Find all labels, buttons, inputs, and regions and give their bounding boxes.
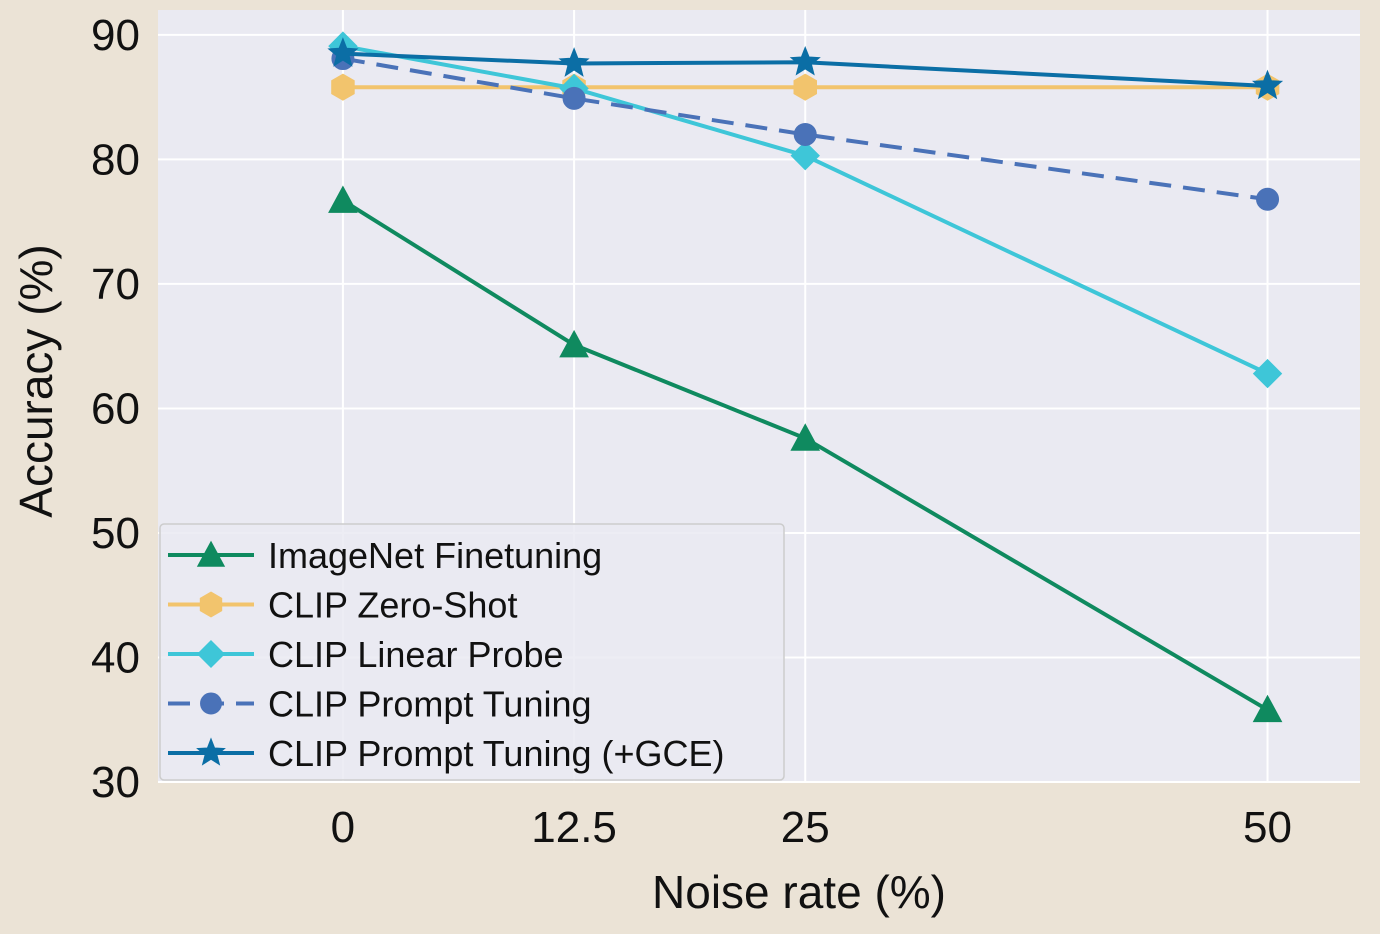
x-tick-label: 50 bbox=[1243, 803, 1292, 852]
y-tick-label: 60 bbox=[91, 384, 140, 433]
data-point bbox=[793, 73, 817, 101]
series-line bbox=[342, 56, 1268, 202]
legend-label: CLIP Linear Probe bbox=[268, 634, 564, 675]
y-tick-label: 30 bbox=[91, 758, 140, 807]
data-point bbox=[331, 73, 355, 101]
data-point bbox=[327, 37, 359, 67]
legend-item: CLIP Zero-Shot bbox=[168, 585, 517, 626]
data-point bbox=[328, 185, 358, 213]
x-axis-ticks: 0 12.5 25 50 bbox=[331, 803, 1292, 852]
y-axis-ticks: 30 40 50 60 70 80 90 bbox=[91, 11, 140, 807]
legend-marker bbox=[199, 591, 223, 618]
data-point bbox=[1252, 694, 1283, 723]
legend-item: CLIP Prompt Tuning (+GCE) bbox=[168, 733, 725, 774]
legend-marker bbox=[200, 692, 222, 715]
legend-item: CLIP Linear Probe bbox=[168, 634, 564, 675]
data-point bbox=[790, 140, 820, 171]
y-tick-label: 70 bbox=[91, 260, 140, 309]
x-axis-label: Noise rate (%) bbox=[652, 866, 946, 918]
series-4 bbox=[327, 37, 1284, 100]
y-tick-label: 80 bbox=[91, 135, 140, 184]
series-0 bbox=[328, 185, 1283, 723]
y-tick-label: 40 bbox=[91, 633, 140, 682]
x-tick-label: 12.5 bbox=[531, 803, 617, 852]
legend-label: CLIP Prompt Tuning (+GCE) bbox=[268, 733, 725, 774]
legend-marker bbox=[196, 540, 226, 567]
legend-item: CLIP Prompt Tuning bbox=[168, 684, 592, 725]
x-tick-label: 0 bbox=[331, 803, 355, 852]
y-tick-label: 50 bbox=[91, 509, 140, 558]
data-point bbox=[1252, 69, 1284, 100]
data-point bbox=[558, 47, 590, 77]
legend-label: CLIP Zero-Shot bbox=[268, 585, 517, 626]
legend-marker bbox=[196, 737, 226, 766]
data-point bbox=[790, 423, 821, 451]
data-point bbox=[562, 86, 586, 110]
x-tick-label: 25 bbox=[781, 803, 830, 852]
legend-marker bbox=[196, 639, 226, 669]
data-point bbox=[789, 45, 821, 76]
data-point bbox=[1252, 358, 1283, 389]
legend-box bbox=[159, 523, 785, 781]
series-lines bbox=[327, 31, 1284, 723]
data-point bbox=[793, 123, 817, 147]
legend: ImageNet Finetuning CLIP Zero-Shot CLIP Li… bbox=[159, 523, 785, 781]
series-line bbox=[342, 44, 1269, 376]
data-point bbox=[1256, 187, 1280, 211]
data-point bbox=[559, 329, 589, 358]
series-line bbox=[342, 51, 1268, 88]
legend-item: ImageNet Finetuning bbox=[168, 535, 602, 576]
legend-label: ImageNet Finetuning bbox=[268, 535, 602, 576]
legend-label: CLIP Prompt Tuning bbox=[268, 684, 592, 725]
series-line bbox=[341, 198, 1269, 712]
y-axis-label: Accuracy (%) bbox=[10, 244, 62, 517]
y-tick-label: 90 bbox=[91, 11, 140, 60]
